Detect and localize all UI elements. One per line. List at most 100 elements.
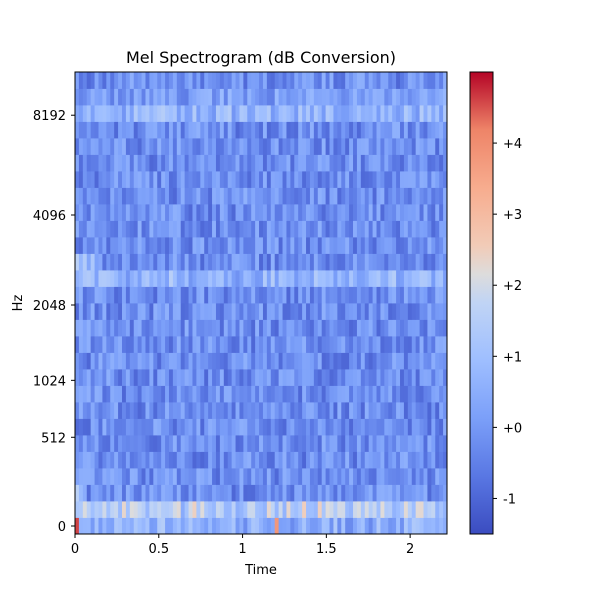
heatmap-cell [247, 121, 252, 139]
heatmap-cell [145, 237, 150, 254]
heatmap-cell [149, 369, 154, 386]
heatmap-cell [325, 369, 330, 386]
heatmap-cell [94, 72, 99, 89]
heatmap-cell [439, 402, 444, 419]
heatmap-cell [380, 336, 385, 353]
heatmap-cell [306, 237, 311, 254]
heatmap-cell [419, 369, 424, 386]
heatmap-cell [360, 154, 366, 172]
heatmap-cell [227, 303, 233, 320]
heatmap-cell [368, 336, 373, 353]
heatmap-cell [239, 72, 244, 89]
heatmap-cell [157, 105, 162, 122]
heatmap-cell [82, 402, 88, 419]
heatmap-cell [415, 336, 420, 353]
heatmap-cell [75, 138, 80, 155]
heatmap-cell [435, 369, 440, 386]
heatmap-cell [266, 88, 272, 106]
heatmap-cell [392, 468, 397, 485]
heatmap-cell [325, 121, 330, 139]
heatmap-cell [439, 385, 444, 403]
heatmap-cell [192, 286, 197, 304]
heatmap-cell [227, 402, 233, 419]
heatmap-cell [259, 253, 264, 271]
heatmap-cell [415, 121, 420, 139]
heatmap-cell [223, 138, 229, 155]
heatmap-cell [223, 336, 229, 353]
heatmap-cell [439, 253, 444, 271]
heatmap-cell [431, 517, 436, 535]
heatmap-cell [208, 121, 213, 139]
heatmap-cell [313, 138, 319, 155]
heatmap-cell [168, 187, 174, 205]
heatmap-cell [353, 72, 358, 89]
heatmap-cell [262, 435, 268, 452]
y-tick-label: 512 [41, 431, 66, 446]
heatmap-cell [333, 369, 338, 386]
heatmap-cell [411, 237, 417, 254]
y-tick-label: 1024 [33, 374, 66, 389]
heatmap-cell [118, 138, 123, 155]
heatmap-cell [400, 418, 405, 436]
heatmap-cell [106, 154, 111, 172]
heatmap-cell [153, 72, 158, 89]
heatmap-cell [431, 484, 436, 502]
heatmap-cell [141, 105, 146, 122]
heatmap-cell [106, 319, 111, 337]
heatmap-cell [286, 171, 291, 188]
heatmap-cell [431, 154, 436, 172]
heatmap-cell [270, 88, 276, 106]
heatmap-cell [427, 319, 432, 337]
heatmap-cell [200, 468, 205, 485]
heatmap-cell [172, 105, 178, 122]
heatmap-cell [317, 319, 323, 337]
heatmap-cell [165, 369, 170, 386]
heatmap-cell [407, 484, 413, 502]
heatmap-cell [219, 501, 225, 518]
heatmap-cell [106, 369, 111, 386]
heatmap-cell [368, 220, 373, 238]
heatmap-cell [235, 88, 240, 106]
heatmap-cell [443, 418, 448, 436]
heatmap-cell [407, 451, 413, 469]
heatmap-cell [325, 385, 330, 403]
heatmap-cell [102, 138, 107, 155]
heatmap-cell [204, 501, 209, 518]
heatmap-cell [325, 501, 330, 518]
heatmap-cell [196, 468, 201, 485]
heatmap-cell [243, 385, 248, 403]
heatmap-cell [325, 484, 330, 502]
heatmap-cell [443, 253, 448, 271]
heatmap-cell [90, 121, 95, 139]
heatmap-cell [376, 402, 381, 419]
heatmap-cell [180, 237, 186, 254]
heatmap-cell [282, 286, 287, 304]
heatmap-cell [364, 303, 370, 320]
heatmap-cell [223, 88, 229, 106]
heatmap-cell [435, 451, 440, 469]
heatmap-cell [294, 352, 299, 370]
heatmap-cell [223, 319, 229, 337]
heatmap-cell [298, 385, 303, 403]
heatmap-cell [294, 484, 299, 502]
heatmap-cell [380, 171, 385, 188]
heatmap-cell [372, 88, 377, 106]
heatmap-cell [341, 72, 346, 89]
heatmap-cell [392, 253, 397, 271]
heatmap-cell [114, 435, 119, 452]
heatmap-cell [392, 418, 397, 436]
heatmap-cell [325, 72, 330, 89]
heatmap-cell [333, 270, 338, 287]
heatmap-cell [349, 154, 354, 172]
heatmap-cell [114, 88, 119, 106]
heatmap-cell [423, 336, 428, 353]
heatmap-cell [153, 88, 158, 106]
heatmap-cell [137, 484, 142, 502]
heatmap-cell [137, 171, 142, 188]
heatmap-cell [266, 253, 272, 271]
heatmap-cell [153, 352, 158, 370]
heatmap-cell [231, 517, 236, 535]
heatmap-cell [317, 88, 323, 106]
heatmap-cell [188, 154, 193, 172]
heatmap-cell [121, 187, 127, 205]
